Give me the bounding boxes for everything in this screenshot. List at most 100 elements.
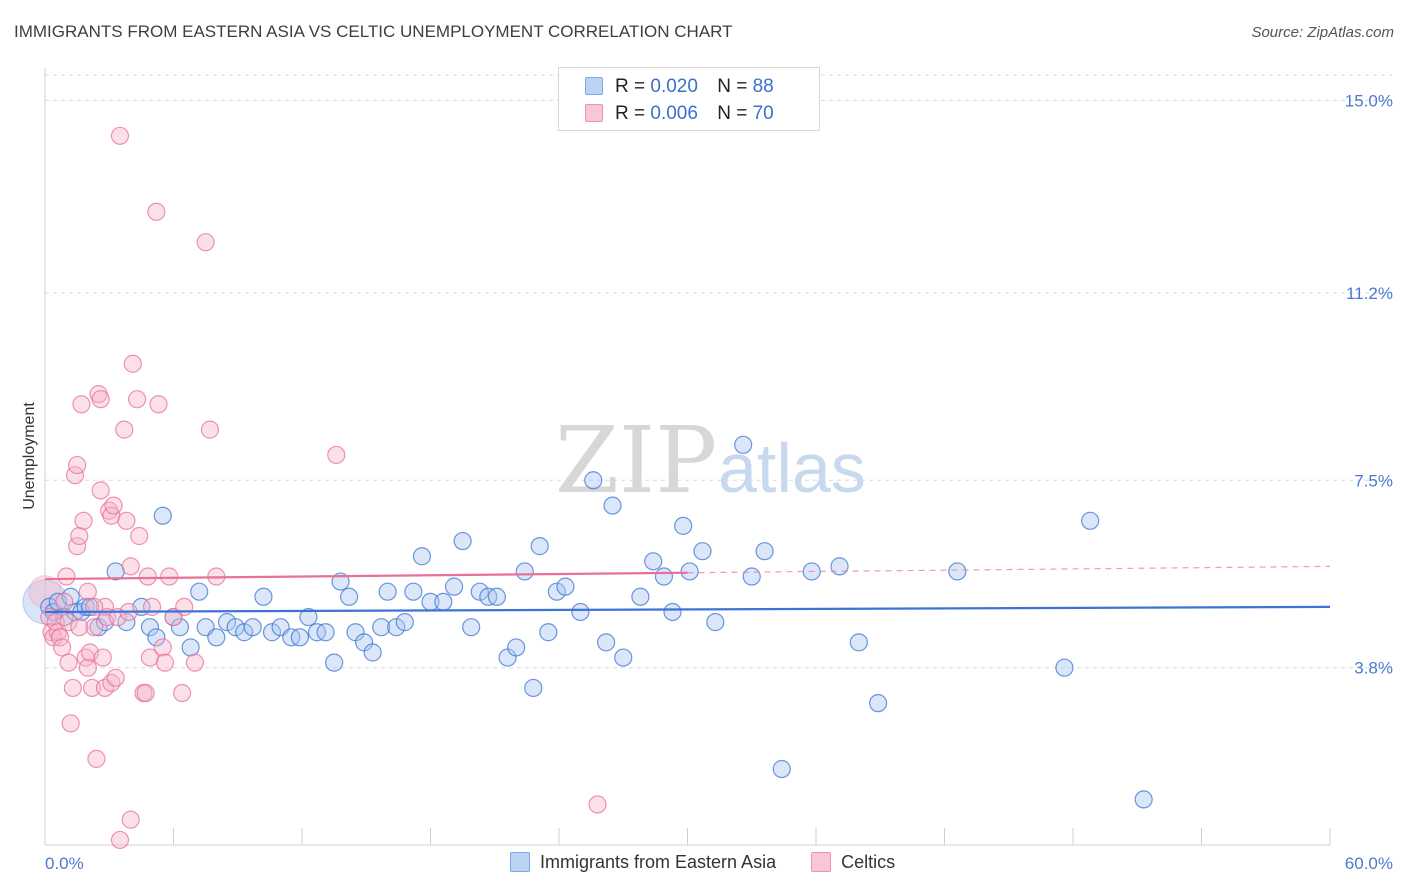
point-eastern-asia (434, 592, 453, 611)
point-eastern-asia (830, 557, 849, 576)
point-eastern-asia (387, 618, 406, 637)
trend-line-pink (44, 571, 688, 581)
point-eastern-asia (644, 552, 663, 571)
axes (44, 68, 1331, 846)
point-celtics (70, 618, 89, 637)
point-celtics (588, 795, 607, 814)
point-celtics (172, 683, 192, 703)
point-eastern-asia (507, 638, 526, 657)
point-celtics (68, 455, 87, 475)
point-eastern-asia (674, 516, 693, 535)
data-points (22, 126, 1153, 850)
point-eastern-asia (262, 623, 282, 642)
point-eastern-asia (755, 542, 774, 561)
point-celtics (117, 511, 136, 530)
point-eastern-asia (487, 587, 506, 606)
point-celtics (155, 653, 175, 672)
point-eastern-asia (734, 435, 753, 454)
point-celtics (110, 830, 130, 850)
point-eastern-asia (515, 562, 534, 581)
point-celtics (121, 557, 140, 576)
point-celtics (59, 613, 78, 632)
point-eastern-asia (147, 628, 166, 647)
point-eastern-asia (1134, 790, 1153, 809)
point-celtics (85, 618, 104, 637)
point-eastern-asia (140, 618, 160, 637)
grid-lines (45, 74, 1392, 669)
trend-line-blue (44, 605, 1331, 614)
bottom-legend-item-pink: Celtics (811, 852, 895, 873)
point-eastern-asia (742, 567, 761, 586)
point-eastern-asia (170, 618, 190, 637)
point-celtics (110, 126, 130, 145)
point-celtics (63, 678, 82, 698)
point-eastern-asia (631, 587, 650, 606)
point-celtics (327, 445, 346, 465)
point-eastern-asia (663, 602, 682, 622)
point-celtics (149, 395, 168, 414)
point-celtics (115, 420, 134, 439)
point-eastern-asia (547, 582, 566, 601)
point-eastern-asia (340, 587, 359, 606)
point-eastern-asia (571, 602, 590, 622)
point-eastern-asia (849, 633, 868, 652)
bottom-legend: Immigrants from Eastern Asia Celtics (510, 852, 925, 873)
point-celtics (57, 567, 76, 586)
point-celtics (136, 683, 155, 703)
y-axis-title: Unemployment (21, 402, 38, 510)
point-eastern-asia (412, 547, 432, 566)
y-tick-label: 15.0% (1345, 91, 1393, 110)
point-eastern-asia (444, 577, 464, 596)
point-eastern-asia (654, 567, 674, 586)
axis-labels: 3.8% 7.5% 11.2% 15.0% 0.0% 60.0% Unemployment (21, 91, 1393, 873)
legend-r-pink: 0.006 (650, 103, 698, 124)
point-eastern-asia (1055, 658, 1074, 677)
x-tick-label-end: 60.0% (1345, 854, 1393, 873)
point-eastern-asia (584, 471, 603, 490)
point-eastern-asia (539, 623, 558, 642)
trend-line-dashed-pink (687, 565, 1331, 574)
legend-swatch-blue (585, 77, 603, 95)
bottom-legend-item-blue: Immigrants from Eastern Asia (510, 852, 776, 873)
point-celtics (70, 526, 89, 546)
point-eastern-asia (462, 618, 481, 637)
bottom-legend-swatch-pink (811, 852, 832, 872)
point-eastern-asia (524, 678, 543, 698)
point-eastern-asia (680, 562, 699, 581)
chart-title: IMMIGRANTS FROM EASTERN ASIA VS CELTIC U… (14, 22, 733, 41)
point-celtics (106, 668, 125, 687)
point-celtics (200, 420, 220, 439)
point-eastern-asia (1081, 511, 1100, 530)
point-celtics (91, 390, 110, 409)
point-eastern-asia (299, 607, 318, 627)
point-celtics (123, 354, 142, 373)
point-eastern-asia (603, 496, 622, 515)
point-celtics (121, 810, 140, 829)
point-celtics (127, 390, 147, 409)
point-celtics (72, 395, 91, 414)
point-celtics (160, 567, 179, 586)
point-celtics (83, 678, 102, 698)
point-celtics (104, 496, 123, 515)
point-eastern-asia (404, 582, 423, 601)
point-celtics (93, 648, 112, 667)
point-eastern-asia (316, 623, 335, 642)
point-celtics (130, 526, 149, 546)
legend-n-pink: 70 (752, 103, 774, 124)
point-celtics (185, 653, 205, 672)
point-eastern-asia (207, 628, 226, 647)
point-eastern-asia (325, 653, 344, 672)
point-eastern-asia (217, 613, 237, 632)
point-eastern-asia (181, 638, 200, 657)
point-celtics (175, 597, 194, 617)
point-eastern-asia (363, 643, 382, 662)
x-tick-label-start: 0.0% (45, 854, 84, 873)
point-eastern-asia (470, 582, 489, 601)
y-tick-label: 7.5% (1354, 471, 1393, 490)
trend-lines (44, 565, 1331, 614)
point-celtics (78, 582, 97, 601)
point-celtics (53, 638, 72, 657)
watermark-zip: ZIP (555, 407, 717, 514)
legend-n-blue: 88 (752, 76, 774, 97)
